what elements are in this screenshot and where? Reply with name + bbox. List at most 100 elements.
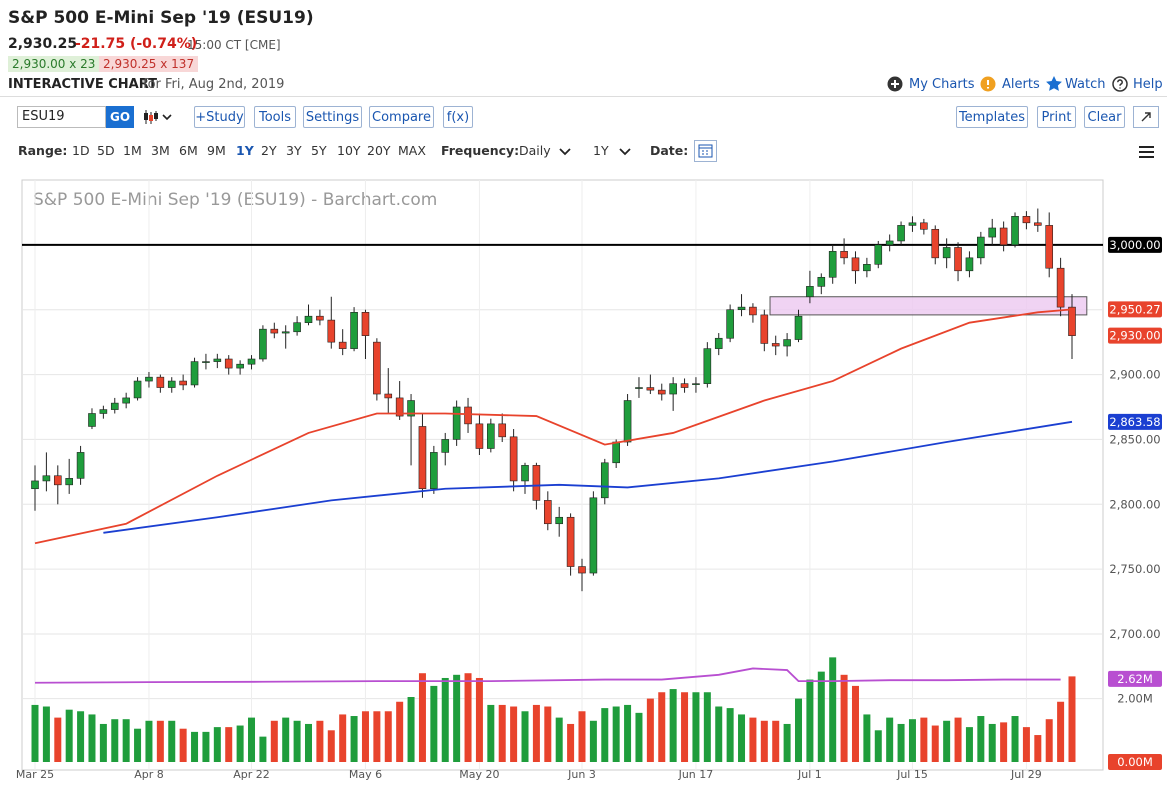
candle-body bbox=[532, 465, 541, 501]
range-option[interactable]: 5Y bbox=[311, 143, 327, 158]
range-option[interactable]: 6M bbox=[179, 143, 198, 158]
volume-bar bbox=[464, 673, 472, 762]
volume-bar bbox=[31, 704, 39, 762]
volume-bar bbox=[111, 719, 119, 762]
range-label: Range: bbox=[18, 143, 68, 158]
candle-body bbox=[247, 358, 256, 365]
volume-bar bbox=[42, 706, 50, 762]
volume-bar bbox=[521, 711, 529, 762]
candle-body bbox=[1068, 306, 1076, 336]
volume-bar bbox=[487, 704, 495, 762]
link[interactable]: Watch bbox=[1065, 77, 1106, 92]
candle-body bbox=[407, 400, 415, 417]
candle-body bbox=[338, 341, 347, 349]
period[interactable]: 1Y bbox=[593, 143, 609, 158]
range-option[interactable]: 9M bbox=[207, 143, 226, 158]
candle-body bbox=[600, 462, 609, 499]
x-tick-label: May 20 bbox=[459, 768, 499, 781]
candle-body bbox=[794, 315, 803, 340]
toolbar-button[interactable]: Templates bbox=[956, 106, 1028, 128]
toolbar-button[interactable]: Settings bbox=[303, 106, 362, 128]
candle-body bbox=[749, 306, 757, 316]
candle-body bbox=[509, 436, 518, 482]
volume-bar bbox=[339, 714, 347, 762]
range-option[interactable]: 1D bbox=[72, 143, 90, 158]
chart-type-icon[interactable] bbox=[142, 108, 174, 126]
toolbar-button[interactable]: Clear bbox=[1084, 106, 1125, 128]
range-option[interactable]: 1Y bbox=[236, 143, 254, 158]
y-tick-label: 2,900.00 bbox=[1109, 368, 1160, 382]
x-tick-label: Mar 25 bbox=[16, 768, 54, 781]
toolbar-button[interactable]: Tools bbox=[254, 106, 296, 128]
link[interactable]: My Charts bbox=[909, 77, 975, 92]
volume-bar bbox=[783, 723, 791, 762]
calendar-button[interactable] bbox=[694, 140, 717, 162]
range-option[interactable]: 20Y bbox=[367, 143, 391, 158]
volume-bar bbox=[692, 692, 700, 762]
candle-body bbox=[133, 380, 142, 399]
candle-body bbox=[703, 348, 712, 384]
expand-button[interactable] bbox=[1133, 106, 1159, 128]
toolbar-button[interactable]: +Study bbox=[194, 106, 245, 128]
volume-bar bbox=[943, 720, 951, 762]
candle-body bbox=[270, 328, 279, 334]
volume-bar bbox=[977, 716, 985, 762]
volume-bar bbox=[646, 698, 654, 762]
range-option[interactable]: 10Y bbox=[337, 143, 361, 158]
candle-body bbox=[213, 358, 222, 362]
volume-bar bbox=[304, 723, 312, 762]
toolbar-button[interactable]: Print bbox=[1037, 106, 1076, 128]
link[interactable]: Help bbox=[1133, 77, 1163, 92]
toolbar-button[interactable]: Compare bbox=[369, 106, 434, 128]
candle-body bbox=[464, 406, 472, 425]
candle-body bbox=[441, 439, 450, 453]
candle-body bbox=[783, 339, 791, 347]
menu-icon[interactable] bbox=[1138, 144, 1156, 160]
range-option[interactable]: 5D bbox=[97, 143, 115, 158]
volume-bar bbox=[350, 716, 358, 762]
range-option[interactable]: 2Y bbox=[261, 143, 277, 158]
volume-bar bbox=[248, 717, 256, 762]
time: 15:00 CT [CME] bbox=[187, 38, 281, 52]
volume-bar bbox=[88, 714, 96, 762]
range-option[interactable]: 1M bbox=[123, 143, 142, 158]
volume-bar bbox=[829, 657, 837, 762]
volume-bar bbox=[601, 708, 609, 762]
range-option[interactable]: 3Y bbox=[286, 143, 302, 158]
volume-bar bbox=[396, 701, 404, 762]
candle-body bbox=[259, 328, 267, 360]
frequency[interactable]: Daily bbox=[519, 143, 551, 158]
candle-body bbox=[612, 441, 620, 464]
symbol-input[interactable]: ESU19 bbox=[17, 106, 106, 128]
candle-body bbox=[646, 387, 655, 391]
volume-bar bbox=[441, 677, 449, 762]
volume-bar bbox=[612, 706, 620, 762]
volume-bar bbox=[225, 727, 233, 762]
frequency-label: Frequency: bbox=[441, 143, 520, 158]
expand-icon bbox=[1141, 112, 1151, 122]
candle-body bbox=[635, 387, 643, 389]
go-button[interactable]: GO bbox=[106, 106, 134, 128]
candle-body bbox=[361, 312, 370, 336]
range-option[interactable]: 3M bbox=[151, 143, 170, 158]
price-tag-label: 2.62M bbox=[1117, 672, 1153, 686]
link[interactable]: Alerts bbox=[1002, 77, 1040, 92]
candle-body bbox=[65, 478, 73, 486]
help-icon bbox=[1112, 76, 1128, 92]
range-option[interactable]: MAX bbox=[398, 143, 426, 158]
volume-bar bbox=[772, 720, 780, 762]
candle-body bbox=[42, 475, 51, 482]
volume-bar bbox=[430, 685, 438, 762]
volume-bar bbox=[77, 711, 85, 762]
volume-bar bbox=[624, 704, 632, 762]
toolbar-button[interactable]: f(x) bbox=[443, 106, 473, 128]
candle-body bbox=[578, 566, 586, 574]
candle-body bbox=[418, 426, 427, 490]
volume-bar bbox=[1068, 676, 1076, 762]
price-tag-label: 2,950.27 bbox=[1109, 302, 1160, 316]
price-tag-label: 2,930.00 bbox=[1109, 329, 1160, 343]
candle-body bbox=[931, 228, 940, 259]
volume-bar bbox=[407, 697, 415, 762]
candle-body bbox=[885, 240, 894, 246]
